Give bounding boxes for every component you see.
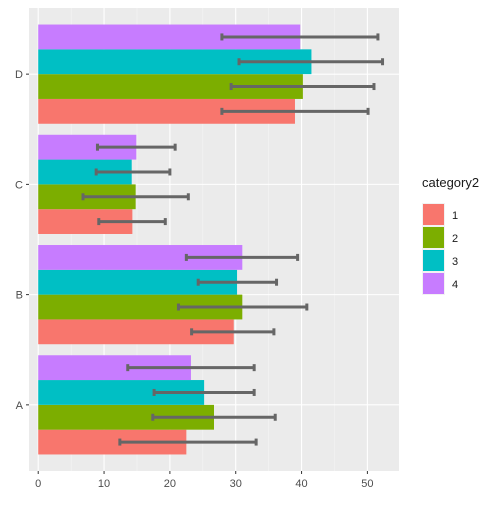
error-bar-B-3 bbox=[196, 278, 279, 286]
legend-label-2: 2 bbox=[452, 233, 458, 245]
error-bar-C-1 bbox=[97, 218, 167, 226]
y-tick-label: A bbox=[16, 400, 24, 412]
error-bar-D-4 bbox=[220, 33, 380, 41]
error-bar-B-1 bbox=[190, 328, 276, 336]
y-tick-label: C bbox=[15, 179, 23, 191]
error-bar-D-3 bbox=[237, 58, 385, 66]
legend-key-1 bbox=[423, 204, 444, 225]
x-tick-label: 0 bbox=[35, 478, 41, 490]
x-tick-label: 40 bbox=[295, 478, 307, 490]
error-bar-B-4 bbox=[184, 253, 300, 261]
error-bar-B-2 bbox=[176, 303, 309, 311]
legend-label-3: 3 bbox=[452, 256, 458, 268]
error-bar-D-2 bbox=[229, 83, 376, 91]
legend-key-4 bbox=[423, 273, 444, 294]
error-bar-A-3 bbox=[152, 388, 256, 396]
x-tick-label: 20 bbox=[164, 478, 176, 490]
y-tick-label: B bbox=[16, 290, 23, 302]
error-bar-C-4 bbox=[95, 143, 177, 151]
x-tick-label: 10 bbox=[98, 478, 110, 490]
error-bar-A-4 bbox=[126, 364, 256, 372]
y-tick-label: D bbox=[15, 69, 23, 81]
legend-key-3 bbox=[423, 250, 444, 271]
legend-label-4: 4 bbox=[452, 279, 458, 291]
error-bar-A-2 bbox=[151, 413, 277, 421]
error-bar-D-1 bbox=[220, 107, 370, 115]
error-bar-C-2 bbox=[81, 193, 190, 201]
legend-label-1: 1 bbox=[452, 210, 458, 222]
legend-key-2 bbox=[423, 227, 444, 248]
legend-title: category2 bbox=[422, 175, 479, 190]
x-tick-label: 30 bbox=[230, 478, 242, 490]
x-tick-label: 50 bbox=[361, 478, 373, 490]
error-bar-C-3 bbox=[94, 168, 172, 176]
error-bar-A-1 bbox=[118, 438, 258, 446]
